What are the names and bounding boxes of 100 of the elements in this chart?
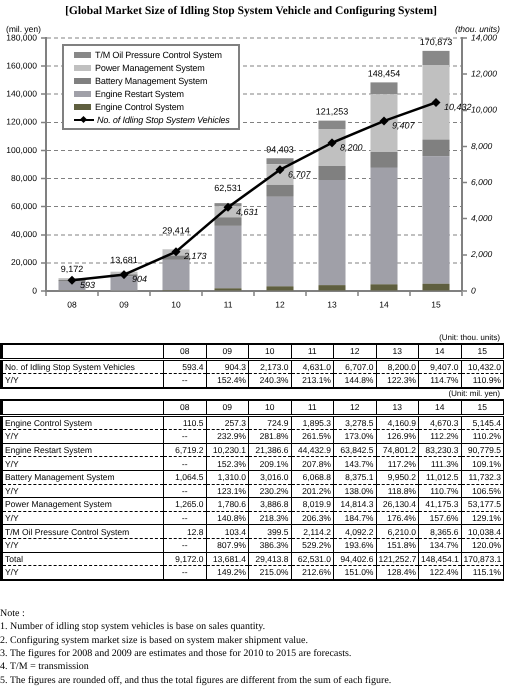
data-label: 41,175.3 [418,498,461,512]
data-label: 218.3% [248,511,291,525]
y-tick-label: Y/Y [4,512,20,525]
data-label: 74,801.2 [376,443,418,457]
point [120,270,128,280]
text: -- [182,486,188,496]
data-label: 386.3% [248,538,291,552]
data-label: 138.0% [334,484,376,498]
data-label: 12.8 [164,524,206,538]
data-label: 62,531.0 [291,552,334,566]
y2-tick-label: 4,000 [471,213,493,224]
data-label: 5,145.4 [461,415,504,430]
data-label: 122.4% [418,566,461,580]
data-label: 117.2% [376,456,418,470]
data-label: 152.3% [206,456,248,470]
data-label: 115.1% [461,566,504,580]
y2-tick-label: 6,000 [471,176,493,187]
data-label: 2,114.2 [291,524,334,538]
data-label: 215.0% [248,566,291,580]
data-label: 230.2% [248,484,291,498]
data-label: 170,873.1 [461,552,504,566]
data-label: 173.0% [334,430,376,444]
data-label: 593.4 [164,359,206,374]
data-label: 281.8% [248,430,291,444]
data-label: 122.3% [376,374,418,388]
x-tick-label: 13 [392,401,403,414]
data-label: 149.2% [206,566,248,580]
x-tick-label: 09 [222,401,233,414]
point [328,138,336,148]
data-label: 1,265.0 [164,498,206,512]
data-label: 152.4% [206,374,248,388]
total-label: 62,531 [214,183,242,194]
text: -- [182,431,188,442]
data-label: 21,386.6 [248,443,291,457]
x-tick-label: 11 [306,401,318,414]
data-label: 148,454.1 [418,552,461,566]
legend-label: Engine Control System [95,102,184,112]
data-label: 1,310.0 [206,470,248,484]
data-label: 10,230.1 [206,443,248,457]
data-label: 26,130.4 [376,498,418,512]
data-label: 8,200 [340,142,363,152]
data-label: 10,038.4 [461,524,504,538]
data-label: 14,814.3 [334,498,376,512]
data-label: 6,068.8 [291,470,334,484]
data-label: 9,407 [392,120,416,130]
data-label: 118.8% [376,484,418,498]
y-tick-label: 80,000 [11,172,38,183]
data-label: 13,681.4 [206,552,248,566]
x-tick-label: 12 [349,345,360,358]
data-label: 3,278.5 [334,415,376,430]
x-tick-label: 10 [264,401,276,414]
data-label: 134.7% [418,538,461,552]
data-label: 10,432 [444,102,472,112]
data-label: 126.9% [376,430,418,444]
y2-tick-label: 2,000 [470,249,493,260]
bar [422,50,450,65]
y2-tick-label: 12,000 [471,68,498,78]
data-label: 4,092.2 [334,524,376,538]
y-tick-label: 0 [32,285,38,296]
x-tick-label: 10 [171,299,181,310]
data-label: 8,019.9 [291,498,334,512]
text: 2. Configuring system market size is based on system maker shipment value. [0,634,309,647]
data-label: 4,670.3 [418,415,461,430]
data-label: 232.9% [206,430,248,444]
chart-subtitle: (Unit: mil. yen) [447,388,500,399]
x-tick-label: 14 [434,401,446,414]
text: 3. The figures for 2008 and 2009 are estimates and those for 2010 to 2015 are forecasts. [0,646,352,660]
total-label: 170,873 [420,36,452,47]
point [380,116,388,126]
data-label: 209.1% [248,456,291,470]
data-label: 207.8% [291,456,334,470]
x-tick-label: 15 [431,299,441,310]
data-label: 110.7% [418,484,461,498]
data-label: 593 [80,280,96,290]
text: 5. The figures are rounded off, and thus the total figures are different from the sum of each figure. [0,674,392,688]
point [172,247,180,256]
data-label: 128.4% [376,566,418,580]
y-tick-label: 160,000 [6,60,38,70]
bar [214,226,242,288]
data-label: 53,177.5 [461,498,504,512]
bar [266,158,294,164]
y2-tick-label: 8,000 [471,140,493,151]
data-label: 143.7% [334,456,376,470]
x-tick-label: 14 [434,345,446,358]
y-tick-label: Engine Control System [4,416,93,430]
y2-axis-title: (thou. units) [455,24,500,34]
data-label: 213.1% [291,374,334,388]
y-tick-label: Y/Y [4,539,20,552]
y-tick-label: Total [4,552,24,566]
data-label: 110.2% [461,430,504,444]
y2-tick-label: 14,000 [471,32,498,42]
y-tick-label: 20,000 [11,257,38,268]
bar [422,156,450,284]
data-label: 83,230.3 [418,443,461,457]
total-label: 29,414 [162,226,190,236]
text: -- [182,458,188,469]
data-label: 904 [132,274,148,284]
data-label: 807.9% [206,538,248,552]
x-tick-label: 08 [67,299,77,310]
bar [214,217,242,226]
